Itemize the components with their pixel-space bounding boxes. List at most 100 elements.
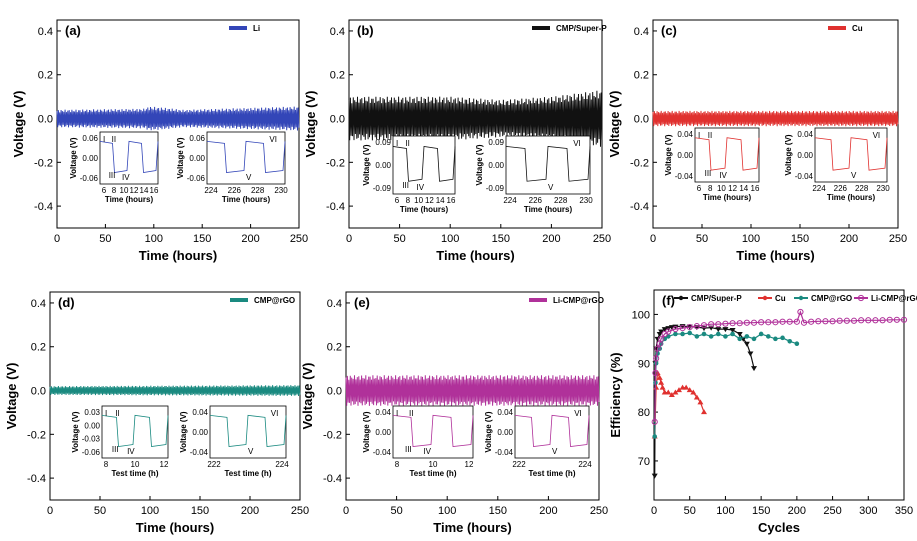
inset-y-tick-label: -0.09 — [373, 184, 392, 193]
inset-y-label: Voltage (V) — [362, 144, 371, 186]
inset-y-label: Voltage (V) — [484, 411, 493, 453]
y-tick-label: 0.4 — [327, 298, 342, 310]
inset-y-tick-label: 0.04 — [192, 408, 208, 417]
data-point — [829, 318, 836, 325]
data-point — [797, 308, 804, 316]
y-axis-label: Voltage (V) — [303, 91, 318, 158]
inset-annotation: IV — [719, 171, 727, 180]
inset-x-tick-label: 224 — [503, 196, 517, 205]
inset-trace — [209, 414, 287, 448]
legend-label: Cu — [775, 294, 786, 303]
x-tick-label: 50 — [99, 233, 111, 245]
data-point — [672, 325, 679, 333]
x-tick-label: 0 — [651, 505, 657, 517]
inset-annotation: IV — [417, 183, 425, 192]
inset-y-tick-label: 0.06 — [82, 134, 98, 143]
inset-y-tick-label: 0.09 — [488, 138, 504, 147]
series-line-c — [652, 110, 899, 127]
plot-frame-d — [49, 291, 301, 501]
inset-annotation: IV — [423, 447, 431, 456]
inset-annotation: IV — [122, 173, 130, 182]
inset-x-tick-label: 8 — [406, 196, 411, 205]
data-point — [751, 366, 757, 372]
data-point — [858, 317, 865, 324]
inset-trace — [392, 145, 456, 182]
inset-x-tick-label: 16 — [150, 186, 159, 195]
y-tick-label: 0.2 — [38, 70, 53, 82]
inset-y-label: Voltage (V) — [71, 411, 80, 453]
inset-annotation: I — [105, 409, 107, 418]
inset-y-tick-label: 0.04 — [375, 408, 391, 417]
data-point — [694, 334, 700, 339]
y-tick-label: 0.0 — [38, 114, 53, 126]
inset-x-tick-label: 6 — [102, 186, 107, 195]
inset-y-label: Voltage (V) — [179, 411, 188, 453]
x-tick-label: 100 — [742, 233, 760, 245]
inset-annotation: III — [112, 445, 119, 454]
inset-y-tick-label: 0.00 — [488, 161, 504, 170]
x-tick-label: 50 — [684, 505, 696, 517]
data-point — [736, 331, 743, 337]
x-axis-label: Time (hours) — [139, 248, 218, 263]
inset-y-tick-label: -0.04 — [190, 448, 209, 457]
y-tick-label: -0.2 — [34, 157, 53, 169]
inset-trace — [814, 137, 888, 171]
inset-x-label: Time (hours) — [105, 195, 154, 204]
x-tick-label: 300 — [859, 505, 877, 517]
data-point — [652, 434, 658, 439]
inset-frame — [99, 131, 159, 185]
inset-trace — [694, 137, 760, 171]
inset-y-tick-label: -0.06 — [187, 174, 206, 183]
data-point — [701, 331, 707, 337]
inset-y-tick-label: 0.00 — [84, 421, 100, 430]
x-axis-label: Time (hours) — [736, 248, 815, 263]
data-point — [872, 317, 879, 324]
legend-label: Cu — [852, 24, 863, 33]
inset-x-tick-label: 12 — [425, 196, 434, 205]
inset-y-tick-label: 0.04 — [497, 408, 513, 417]
data-point — [743, 319, 750, 326]
data-point — [715, 327, 722, 333]
inset-x-label: Test time (h) — [225, 469, 272, 478]
inset-annotation: I — [396, 139, 398, 148]
inset-annotation: III — [402, 181, 409, 190]
legend-label: CMP@rGO — [811, 294, 852, 303]
data-point — [715, 331, 721, 337]
inset-x-tick-label: 12 — [160, 460, 169, 469]
inset-trace — [206, 140, 286, 174]
inset-annotation: VI — [269, 135, 277, 144]
data-point — [758, 331, 764, 337]
x-tick-label: 250 — [889, 233, 907, 245]
data-point — [659, 384, 666, 390]
inset-x-tick-label: 10 — [414, 196, 423, 205]
inset-x-label: Time (hours) — [827, 193, 876, 202]
inset-y-tick-label: 0.00 — [192, 428, 208, 437]
data-point — [772, 319, 779, 326]
inset-x-tick-label: 6 — [395, 196, 400, 205]
inset-y-label: Voltage (V) — [784, 134, 793, 176]
x-tick-label: 150 — [191, 505, 209, 517]
data-point — [786, 318, 793, 325]
inset-frame — [392, 405, 474, 459]
x-tick-label: 100 — [716, 505, 734, 517]
x-tick-label: 150 — [752, 505, 770, 517]
inset-annotation: V — [248, 447, 254, 456]
inset-y-tick-label: 0.09 — [375, 138, 391, 147]
data-point — [668, 392, 675, 397]
inset-x-tick-label: 222 — [512, 460, 526, 469]
x-axis-label: Time (hours) — [433, 520, 512, 535]
data-point — [693, 394, 700, 400]
x-tick-label: 150 — [489, 505, 507, 517]
inset-annotation: IV — [127, 447, 135, 456]
x-tick-label: 250 — [291, 505, 309, 517]
inset-x-tick-label: 12 — [130, 186, 139, 195]
inset-annotation: II — [708, 131, 712, 140]
panel-label: (e) — [354, 295, 370, 310]
data-point — [737, 336, 743, 342]
panel-label: (b) — [357, 23, 374, 38]
inset-frame — [392, 135, 456, 195]
y-tick-label: -0.2 — [27, 429, 46, 441]
data-point — [701, 409, 707, 415]
inset-annotation: VI — [271, 409, 279, 418]
